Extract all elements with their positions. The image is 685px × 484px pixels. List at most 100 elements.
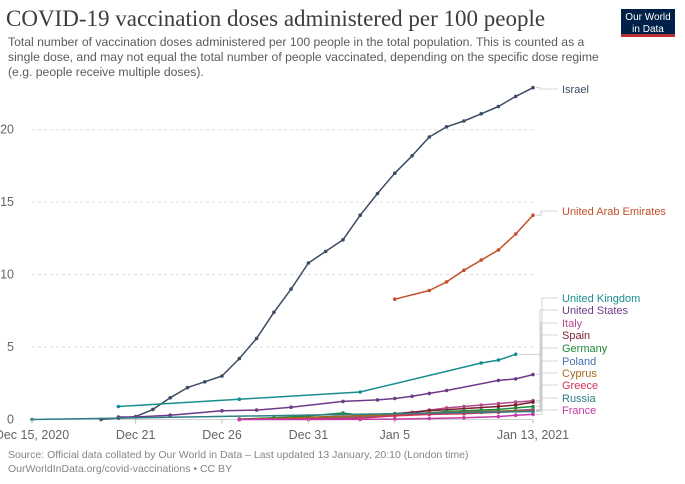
data-point	[289, 287, 293, 291]
data-point	[323, 249, 328, 254]
data-point	[220, 374, 224, 378]
series-label: United States	[562, 305, 629, 317]
y-tick-label: 10	[0, 268, 14, 282]
series-label: United Arab Emirates	[562, 206, 666, 218]
series-united-kingdom	[116, 352, 518, 409]
series-label: United Kingdom	[562, 293, 640, 305]
data-point	[513, 413, 518, 418]
data-point	[513, 403, 518, 407]
data-point	[151, 407, 155, 412]
data-point	[462, 119, 466, 123]
series-labels: Israel United Arab Emirates United Kingdom…	[518, 84, 666, 417]
data-point	[462, 416, 466, 420]
y-tick-label: 20	[0, 123, 14, 137]
data-point	[462, 268, 466, 273]
data-point	[531, 400, 535, 404]
data-point	[393, 396, 397, 401]
source-note: Source: Official data collated by Our Wo…	[8, 449, 469, 461]
label-connector	[536, 347, 558, 407]
series-lines	[30, 85, 535, 422]
data-point	[531, 213, 535, 217]
data-point	[358, 417, 363, 422]
data-point	[479, 361, 484, 365]
data-point	[220, 409, 224, 413]
data-point	[375, 191, 380, 196]
data-point	[185, 385, 190, 390]
chart-subtitle: Total number of vaccination doses admini…	[8, 35, 599, 79]
owid-logo[interactable]: Our World in Data	[621, 9, 675, 37]
data-point	[462, 404, 466, 409]
series-label: Russia	[562, 393, 597, 405]
data-point	[427, 416, 432, 421]
data-point	[513, 406, 518, 410]
series-united-states	[116, 372, 535, 419]
x-tick-label: Jan 5	[379, 428, 410, 442]
data-point	[513, 352, 518, 357]
data-point	[513, 400, 518, 404]
data-point	[496, 401, 501, 406]
data-point	[341, 399, 345, 404]
data-point	[531, 85, 535, 90]
license-link[interactable]: OurWorldInData.org/covid-vaccinations • …	[8, 463, 233, 475]
data-point	[479, 403, 484, 407]
series-label: Israel	[562, 84, 589, 96]
data-point	[237, 397, 242, 402]
x-tick-label: Jan 13, 2021	[497, 428, 569, 442]
y-tick-label: 15	[0, 195, 14, 209]
data-point	[254, 336, 259, 341]
data-point	[496, 248, 501, 252]
label-connector	[536, 409, 558, 415]
logo-line-2: in Data	[632, 24, 664, 35]
series-line	[101, 87, 534, 421]
data-point	[254, 408, 259, 412]
label-connector	[536, 334, 558, 403]
data-point	[393, 417, 397, 421]
data-point	[341, 238, 345, 242]
axis-ticks: 0 5 10 15 20 Dec 15, 2020 Dec 21 Dec 26 Dec 31 Ja…	[0, 123, 569, 442]
data-point	[410, 394, 414, 399]
chart-footer: Source: Official data collated by Our Wo…	[8, 448, 608, 476]
data-point	[410, 154, 414, 158]
x-tick-label: Dec 15, 2020	[0, 428, 69, 442]
data-point	[393, 297, 397, 302]
line-chart: 0 5 10 15 20 Dec 15, 2020 Dec 21 Dec 26 Dec 31 Ja…	[0, 84, 666, 442]
data-point	[479, 112, 484, 116]
data-point	[479, 410, 484, 415]
series-label: Italy	[562, 318, 583, 330]
series-united-arab-emirates	[393, 213, 535, 302]
data-point	[513, 94, 518, 99]
data-point	[444, 388, 449, 393]
label-connector	[536, 309, 558, 376]
data-point	[358, 213, 363, 217]
label-connector	[536, 372, 558, 411]
data-point	[393, 414, 397, 418]
data-point	[531, 412, 535, 417]
data-point	[289, 405, 293, 410]
data-point	[168, 413, 172, 418]
series-label: Cyprus	[562, 368, 597, 380]
label-connector	[536, 384, 558, 412]
x-tick-label: Dec 31	[289, 428, 329, 442]
y-tick-label: 5	[7, 340, 14, 354]
data-point	[237, 417, 242, 422]
series-label: Greece	[562, 380, 598, 392]
y-tick-label: 0	[7, 413, 14, 427]
data-point	[375, 398, 380, 402]
data-point	[531, 372, 535, 377]
data-point	[358, 390, 363, 394]
data-point	[427, 135, 432, 139]
series-label: Poland	[562, 356, 596, 368]
data-point	[496, 404, 501, 409]
data-point	[479, 258, 484, 262]
chart-title: COVID-19 vaccination doses administered …	[6, 6, 546, 31]
data-point	[116, 404, 121, 409]
data-point	[393, 171, 397, 175]
label-connector	[536, 397, 558, 412]
series-label: Germany	[562, 343, 608, 355]
data-point	[444, 125, 449, 129]
data-point	[203, 380, 207, 384]
logo-line-1: Our World	[625, 12, 671, 23]
x-tick-label: Dec 21	[116, 428, 156, 442]
data-point	[496, 104, 501, 109]
series-line	[394, 214, 534, 300]
